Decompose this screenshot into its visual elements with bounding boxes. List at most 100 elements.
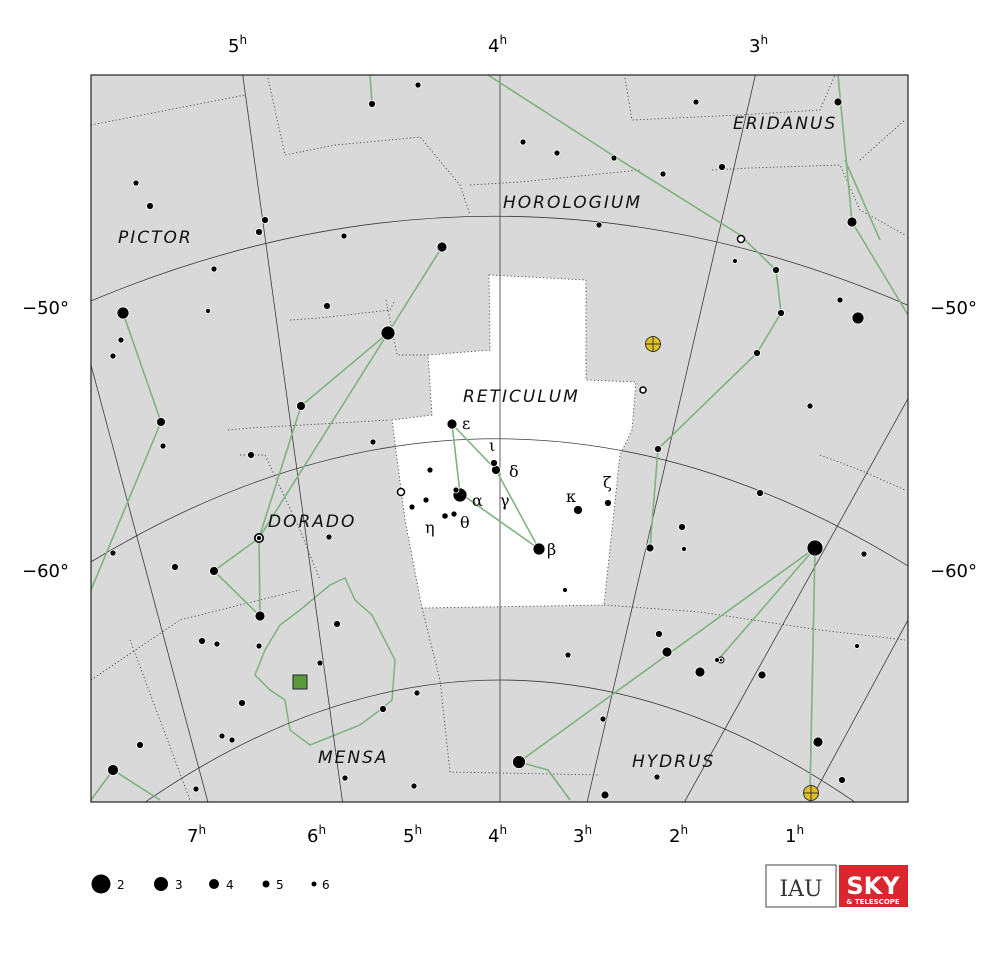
star xyxy=(410,782,418,790)
greek-zeta: ζ xyxy=(603,473,612,492)
star xyxy=(247,451,255,459)
constellation-boundaries xyxy=(91,75,906,801)
legend-mag3-dot xyxy=(154,877,168,891)
star xyxy=(452,486,460,494)
star xyxy=(661,646,673,658)
star xyxy=(639,386,647,394)
star xyxy=(446,418,458,430)
legend-mag2-label: 2 xyxy=(117,878,125,892)
star xyxy=(380,325,396,341)
ra-label-bottom-3h: 3h xyxy=(573,823,592,847)
star xyxy=(806,539,824,557)
star xyxy=(213,640,221,648)
label-reticulum: RETICULUM xyxy=(463,387,580,407)
ra-label-bottom-4h: 4h xyxy=(488,823,507,847)
star xyxy=(369,438,377,446)
star xyxy=(109,549,117,557)
greek-alpha: α xyxy=(472,491,483,510)
star xyxy=(192,785,200,793)
star xyxy=(812,736,824,748)
star xyxy=(532,542,546,556)
star xyxy=(851,311,865,325)
star xyxy=(159,442,167,450)
star xyxy=(860,550,868,558)
milky-way-contour xyxy=(254,577,396,746)
star xyxy=(210,265,218,273)
star xyxy=(736,234,746,244)
greek-iota: ι xyxy=(489,436,495,455)
star xyxy=(756,489,764,497)
star xyxy=(116,306,130,320)
greek-gamma: γ xyxy=(500,491,510,510)
star xyxy=(156,417,166,427)
dec-label-left-minus50: −50° xyxy=(22,298,69,319)
magnitude-legend: 2 3 4 5 6 xyxy=(91,874,330,894)
greek-kappa: κ xyxy=(566,487,576,506)
star xyxy=(228,736,236,744)
open-cluster-2 xyxy=(803,785,819,801)
star xyxy=(413,689,421,697)
star xyxy=(753,349,761,357)
star xyxy=(854,643,860,649)
star xyxy=(218,732,226,740)
iau-logo-text: IAU xyxy=(779,877,822,902)
star xyxy=(436,241,448,253)
star xyxy=(238,699,246,707)
star xyxy=(146,202,154,210)
iau-logo: IAU xyxy=(765,864,837,908)
star xyxy=(836,296,844,304)
star xyxy=(838,776,846,784)
star xyxy=(846,216,858,228)
label-dorado: DORADO xyxy=(268,512,356,532)
greek-beta: β xyxy=(547,540,556,559)
sky-logo-subtext: & TELESCOPE xyxy=(846,898,900,906)
dec-label-right-minus50: −50° xyxy=(930,298,977,319)
star xyxy=(806,402,814,410)
star xyxy=(653,773,661,781)
open-cluster-1 xyxy=(645,336,661,352)
star xyxy=(654,445,662,453)
constellation-figures xyxy=(91,75,908,801)
star xyxy=(296,401,306,411)
greek-eta: η xyxy=(425,518,435,537)
legend-mag2-dot xyxy=(91,874,111,894)
star xyxy=(198,637,206,645)
star xyxy=(323,302,331,310)
star xyxy=(681,546,687,552)
star xyxy=(777,309,785,317)
star xyxy=(422,496,430,504)
coordinate-grid xyxy=(91,75,908,802)
ra-label-bottom-1h: 1h xyxy=(785,823,804,847)
ra-label-top-5h: 5h xyxy=(228,33,247,57)
star xyxy=(595,221,603,229)
star xyxy=(491,465,501,475)
star xyxy=(573,505,583,515)
star xyxy=(732,258,738,264)
star xyxy=(562,587,568,593)
star xyxy=(678,523,686,531)
legend-mag5-dot xyxy=(262,880,270,888)
star-field xyxy=(107,81,868,800)
star xyxy=(333,620,341,628)
star xyxy=(553,149,561,157)
star xyxy=(255,228,263,236)
star xyxy=(512,755,526,769)
star xyxy=(441,512,449,520)
greek-theta: θ xyxy=(460,513,470,532)
legend-mag3-label: 3 xyxy=(175,878,183,892)
dec-label-right-minus60: −60° xyxy=(930,561,977,582)
legend-mag6-dot xyxy=(311,881,317,887)
label-pictor: PICTOR xyxy=(118,228,193,248)
star xyxy=(205,308,211,314)
star xyxy=(426,466,434,474)
star xyxy=(610,154,618,162)
star xyxy=(694,666,706,678)
star xyxy=(107,764,119,776)
star xyxy=(450,510,458,518)
star xyxy=(117,336,125,344)
greek-epsilon: ε xyxy=(462,414,470,433)
reticulum-region xyxy=(392,275,636,608)
sky-logo-text: SKY xyxy=(846,872,900,900)
map-frame xyxy=(90,74,909,803)
